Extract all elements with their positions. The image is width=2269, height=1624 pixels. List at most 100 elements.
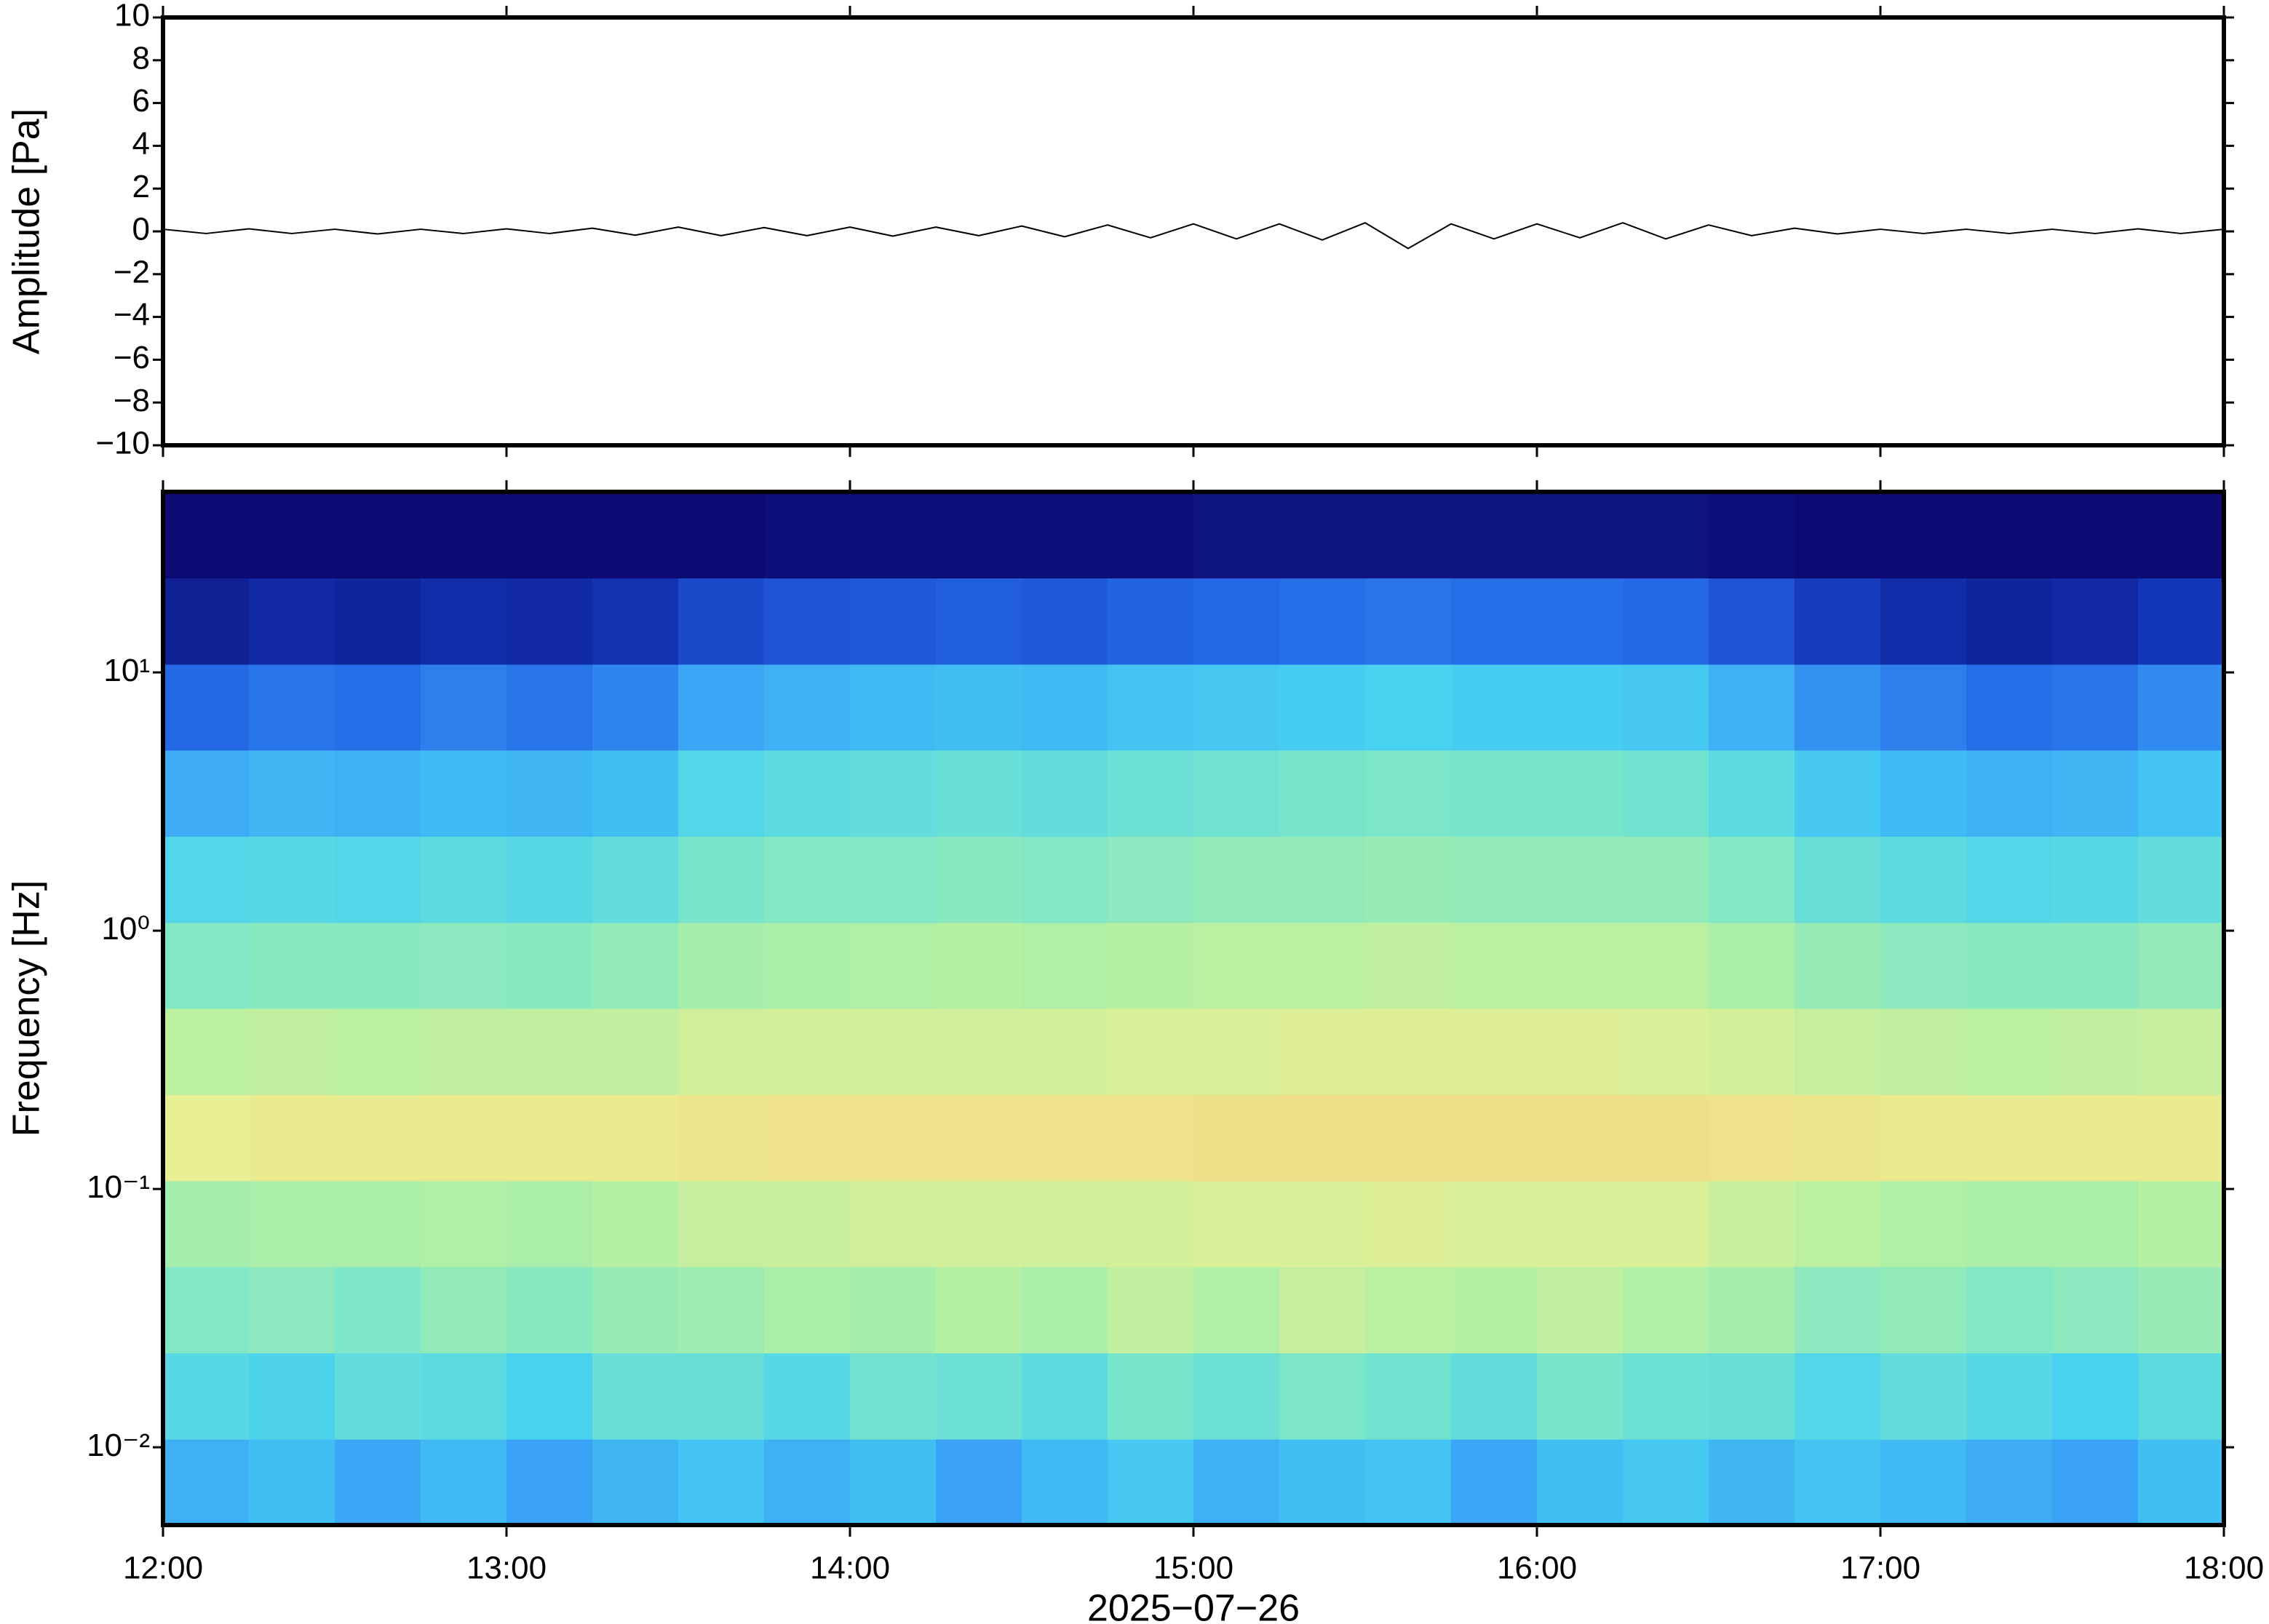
spectrogram-cell — [764, 922, 851, 1009]
x-tick-label: 12:00 — [123, 1551, 203, 1586]
spectrogram-cell — [764, 664, 851, 751]
spectrogram-cell — [1193, 922, 1280, 1009]
spectrogram-cell — [421, 1180, 507, 1267]
spectrogram-cell — [1537, 664, 1624, 751]
spectrogram-cell — [1193, 1180, 1280, 1267]
spectrogram-cell — [678, 1180, 765, 1267]
spectrogram-cell — [2138, 1008, 2225, 1095]
y-tick-label: 6 — [132, 83, 150, 119]
spectrogram-cell — [249, 1438, 335, 1526]
spectrogram-cell — [421, 1267, 507, 1353]
spectrogram-cell — [1709, 1267, 1795, 1353]
spectrogram-cell — [1623, 1267, 1709, 1353]
spectrogram-cell — [2052, 1267, 2139, 1353]
spectrogram-cell — [163, 750, 250, 837]
spectrogram-cell — [850, 750, 937, 837]
spectrogram-cell — [506, 922, 593, 1009]
spectrogram-cell — [1022, 836, 1108, 923]
spectrogram-cell — [1022, 922, 1108, 1009]
spectrogram-cell — [592, 750, 679, 837]
spectrogram-cell — [764, 1438, 851, 1526]
spectrogram-cell — [1795, 1267, 1881, 1353]
spectrogram-cell — [1365, 1094, 1452, 1182]
spectrogram-cell — [2052, 750, 2139, 837]
spectrogram-cell — [1709, 750, 1795, 837]
spectrogram-cell — [1709, 1180, 1795, 1267]
y-tick-label: −4 — [114, 297, 150, 333]
spectrogram-cell — [1193, 1267, 1280, 1353]
spectrogram-cell — [1537, 578, 1624, 665]
y-tick-label: 10 — [114, 0, 150, 33]
spectrogram-cell — [163, 664, 250, 751]
spectrogram-cell — [1623, 1008, 1709, 1095]
spectrogram-cell — [421, 836, 507, 923]
spectrogram-cell — [249, 578, 335, 665]
spectrogram-cell — [249, 1267, 335, 1353]
spectrogram-cell — [850, 1008, 937, 1095]
spectrogram-cell — [1623, 492, 1709, 578]
spectrogram-cell — [850, 1267, 937, 1353]
spectrogram-cell — [1795, 836, 1881, 923]
spectrogram-cell — [2052, 1353, 2139, 1440]
spectrogram-cell — [2138, 750, 2225, 837]
spectrogram-cell — [1365, 1267, 1452, 1353]
spectrogram-cell — [1365, 1180, 1452, 1267]
spectrogram-cell — [1537, 1180, 1624, 1267]
spectrogram-cell — [506, 664, 593, 751]
spectrogram-cell — [2138, 664, 2225, 751]
spectrogram-cell — [506, 1438, 593, 1526]
spectrogram-cell — [1279, 1353, 1366, 1440]
spectrogram-cell — [1623, 1094, 1709, 1182]
spectrogram-cell — [936, 578, 1022, 665]
spectrogram-cell — [1709, 492, 1795, 578]
spectrogram-cell — [163, 1008, 250, 1095]
spectrogram-cell — [2052, 922, 2139, 1009]
spectrogram-cell — [335, 922, 421, 1009]
spectrogram-cell — [1279, 1438, 1366, 1526]
spectrogram-cell — [1108, 1094, 1194, 1182]
spectrogram-cell — [421, 1094, 507, 1182]
spectrogram-cell — [1966, 578, 2053, 665]
spectrogram-cell — [678, 492, 765, 578]
spectrogram-cell — [1022, 750, 1108, 837]
spectrogram-cell — [1365, 492, 1452, 578]
spectrogram-cell — [1537, 1438, 1624, 1526]
spectrogram-cell — [335, 836, 421, 923]
spectrogram-cell — [1193, 750, 1280, 837]
waveform — [162, 222, 2225, 250]
spectrogram-cell — [163, 1438, 250, 1526]
spectrogram-cell — [1709, 922, 1795, 1009]
spectrogram-cell — [249, 1180, 335, 1267]
spectrogram-cell — [506, 578, 593, 665]
spectrogram-cell — [2138, 578, 2225, 665]
spectrogram-cell — [2052, 1180, 2139, 1267]
y-tick-label: 2 — [132, 169, 150, 204]
spectrogram-cell — [2052, 492, 2139, 578]
spectrogram-cell — [1279, 922, 1366, 1009]
spectrogram-cell — [2138, 1094, 2225, 1182]
spectrogram-cell — [163, 1353, 250, 1440]
spectrogram-cell — [592, 922, 679, 1009]
spectrogram-cell — [850, 836, 937, 923]
spectrogram-cell — [1795, 578, 1881, 665]
spectrogram-cell — [335, 1008, 421, 1095]
spectrogram-cell — [1880, 492, 1967, 578]
spectrogram-cell — [506, 1353, 593, 1440]
spectrogram-cell — [249, 1008, 335, 1095]
spectrogram-cell — [2138, 922, 2225, 1009]
spectrogram-cell — [1365, 922, 1452, 1009]
spectrogram-cell — [1623, 578, 1709, 665]
spectrogram-cell — [421, 1353, 507, 1440]
spectrogram-cell — [592, 1353, 679, 1440]
spectrogram-cell — [335, 750, 421, 837]
spectrogram-cell — [1966, 1353, 2053, 1440]
spectrogram-cell — [1451, 1438, 1538, 1526]
spectrogram-cell — [1537, 1353, 1624, 1440]
spectrogram-cell — [249, 492, 335, 578]
spectrogram-cell — [335, 664, 421, 751]
y-tick-label: 10⁻² — [87, 1428, 150, 1463]
spectrogram-cell — [678, 1267, 765, 1353]
spectrogram-cell — [506, 750, 593, 837]
spectrogram-cell — [2052, 664, 2139, 751]
